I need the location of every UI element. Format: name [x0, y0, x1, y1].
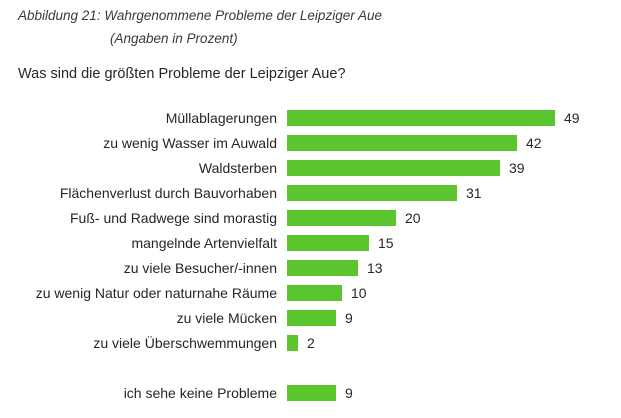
bar	[287, 134, 517, 151]
bar	[287, 234, 369, 251]
value-label: 42	[526, 134, 542, 151]
value-label: 31	[466, 184, 482, 201]
bar-row: Flächenverlust durch Bauvorhaben 31	[0, 180, 621, 205]
category-label: zu viele Überschwemmungen	[93, 334, 277, 351]
bar-row: zu viele Überschwemmungen 2	[0, 330, 621, 355]
category-label: Flächenverlust durch Bauvorhaben	[59, 184, 277, 201]
category-label: Müllablagerungen	[165, 109, 277, 126]
bar	[287, 184, 457, 201]
category-label: zu viele Mücken	[176, 309, 277, 326]
value-label: 2	[307, 334, 315, 351]
bar	[287, 109, 555, 126]
category-label: zu viele Besucher/-innen	[123, 259, 277, 276]
chart-title: Was sind die größten Probleme der Leipzi…	[18, 66, 346, 82]
bar-row: zu viele Mücken 9	[0, 305, 621, 330]
bar-row: zu viele Besucher/-innen 13	[0, 255, 621, 280]
bar	[287, 209, 396, 226]
value-label: 13	[367, 259, 383, 276]
bar	[287, 334, 298, 351]
category-label: ich sehe keine Probleme	[123, 384, 277, 401]
bar	[287, 259, 358, 276]
bar-row: Waldsterben 39	[0, 155, 621, 180]
category-label: zu wenig Wasser im Auwald	[103, 134, 277, 151]
value-label: 9	[345, 309, 353, 326]
bar-row: zu wenig Natur oder naturnahe Räume 10	[0, 280, 621, 305]
figure-caption-line1: Abbildung 21: Wahrgenommene Probleme der…	[18, 8, 382, 23]
bar-row: zu wenig Wasser im Auwald 42	[0, 130, 621, 155]
bar-chart: Müllablagerungen 49 zu wenig Wasser im A…	[0, 105, 621, 405]
category-label: Fuß- und Radwege sind morastig	[70, 209, 277, 226]
value-label: 15	[378, 234, 394, 251]
bar-row: Fuß- und Radwege sind morastig 20	[0, 205, 621, 230]
value-label: 10	[351, 284, 367, 301]
bar-row: mangelnde Artenvielfalt 15	[0, 230, 621, 255]
category-label: zu wenig Natur oder naturnahe Räume	[35, 284, 277, 301]
bar-row-no-problems: ich sehe keine Probleme 9	[0, 380, 621, 405]
bar	[287, 284, 342, 301]
value-label: 20	[405, 209, 421, 226]
category-label: mangelnde Artenvielfalt	[131, 234, 277, 251]
category-label: Waldsterben	[198, 159, 277, 176]
bar	[287, 309, 336, 326]
bar-row: Müllablagerungen 49	[0, 105, 621, 130]
value-label: 39	[509, 159, 525, 176]
bar	[287, 384, 336, 401]
figure-caption-line2: (Angaben in Prozent)	[110, 31, 238, 46]
value-label: 49	[564, 109, 580, 126]
bar	[287, 159, 500, 176]
value-label: 9	[345, 384, 353, 401]
